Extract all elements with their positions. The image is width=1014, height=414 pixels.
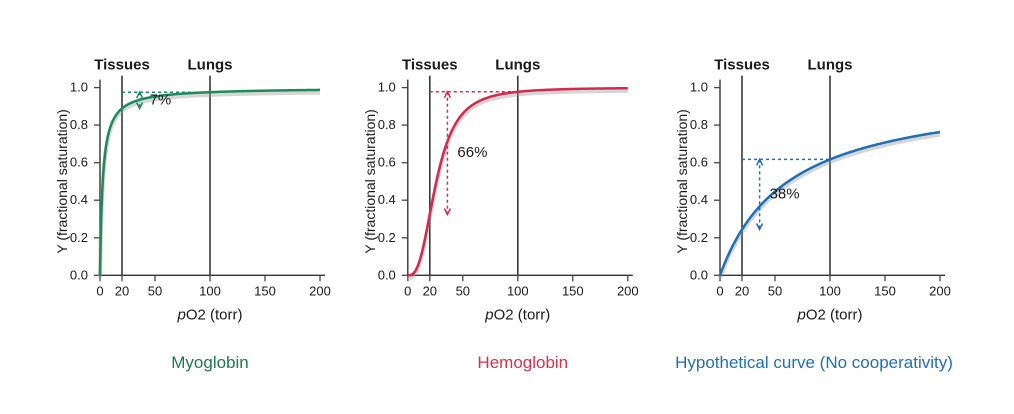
svg-text:0.6: 0.6: [690, 155, 708, 170]
svg-text:Y (fractional saturation): Y (fractional saturation): [54, 109, 70, 253]
svg-text:200: 200: [929, 283, 951, 298]
svg-text:pO2 (torr): pO2 (torr): [484, 306, 550, 323]
svg-text:Lungs: Lungs: [188, 57, 233, 74]
svg-text:66%: 66%: [457, 144, 487, 161]
svg-text:Tissues: Tissues: [402, 57, 458, 74]
svg-text:Tissues: Tissues: [94, 57, 150, 74]
svg-text:0.8: 0.8: [378, 117, 396, 132]
svg-text:200: 200: [309, 283, 331, 298]
svg-text:0.4: 0.4: [70, 192, 88, 207]
svg-text:0.8: 0.8: [690, 117, 708, 132]
svg-text:150: 150: [254, 283, 276, 298]
svg-text:Lungs: Lungs: [495, 57, 540, 74]
svg-text:38%: 38%: [770, 186, 800, 203]
svg-text:1.0: 1.0: [378, 80, 396, 95]
svg-text:Hypothetical curve (No coopera: Hypothetical curve (No cooperativity): [675, 353, 953, 372]
svg-text:50: 50: [148, 283, 162, 298]
svg-text:20: 20: [115, 283, 129, 298]
svg-text:20: 20: [735, 283, 749, 298]
svg-text:Y (fractional saturation): Y (fractional saturation): [674, 109, 690, 253]
svg-text:Hemoglobin: Hemoglobin: [477, 353, 568, 372]
svg-text:0: 0: [404, 283, 411, 298]
svg-text:Y (fractional saturation): Y (fractional saturation): [362, 109, 378, 253]
svg-text:1.0: 1.0: [690, 80, 708, 95]
svg-text:50: 50: [768, 283, 782, 298]
svg-text:1.0: 1.0: [70, 80, 88, 95]
svg-text:0.6: 0.6: [378, 155, 396, 170]
svg-text:0.4: 0.4: [690, 192, 708, 207]
svg-text:0: 0: [716, 283, 723, 298]
svg-text:0.0: 0.0: [70, 267, 88, 282]
svg-text:100: 100: [199, 283, 221, 298]
svg-text:pO2 (torr): pO2 (torr): [176, 306, 242, 323]
svg-text:0.2: 0.2: [378, 230, 396, 245]
svg-text:0.0: 0.0: [690, 267, 708, 282]
svg-text:0.0: 0.0: [378, 267, 396, 282]
svg-text:0: 0: [96, 283, 103, 298]
svg-text:0.2: 0.2: [70, 230, 88, 245]
svg-text:100: 100: [507, 283, 529, 298]
svg-text:0.2: 0.2: [690, 230, 708, 245]
svg-text:0.6: 0.6: [70, 155, 88, 170]
svg-text:pO2 (torr): pO2 (torr): [796, 306, 862, 323]
svg-text:Tissues: Tissues: [714, 57, 770, 74]
svg-text:Myoglobin: Myoglobin: [171, 353, 249, 372]
svg-text:0.4: 0.4: [378, 192, 396, 207]
svg-text:150: 150: [562, 283, 584, 298]
svg-text:20: 20: [423, 283, 437, 298]
svg-text:150: 150: [874, 283, 896, 298]
svg-text:Lungs: Lungs: [808, 57, 853, 74]
svg-text:50: 50: [456, 283, 470, 298]
svg-text:0.8: 0.8: [70, 117, 88, 132]
svg-text:200: 200: [617, 283, 639, 298]
svg-text:7%: 7%: [150, 91, 172, 108]
svg-text:100: 100: [819, 283, 841, 298]
